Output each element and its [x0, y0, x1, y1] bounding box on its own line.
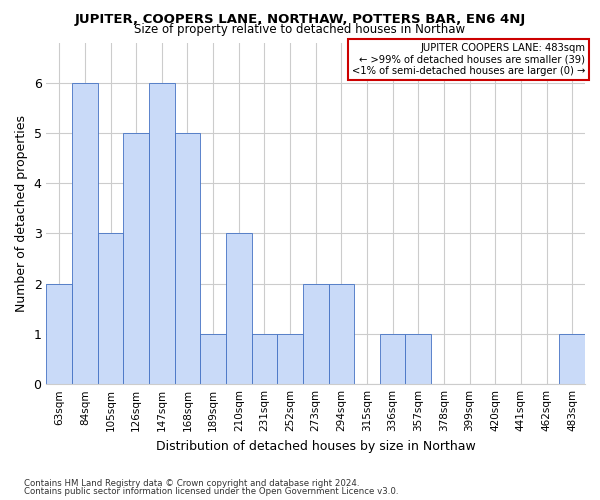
Bar [559, 334, 585, 384]
Y-axis label: Number of detached properties: Number of detached properties [15, 115, 28, 312]
Bar [175, 133, 200, 384]
Text: Size of property relative to detached houses in Northaw: Size of property relative to detached ho… [134, 22, 466, 36]
Bar [303, 284, 329, 384]
Bar [124, 133, 149, 384]
Bar [406, 334, 431, 384]
Bar [329, 284, 354, 384]
Text: Contains public sector information licensed under the Open Government Licence v3: Contains public sector information licen… [24, 487, 398, 496]
Bar [149, 82, 175, 384]
Bar [98, 234, 124, 384]
Text: JUPITER, COOPERS LANE, NORTHAW, POTTERS BAR, EN6 4NJ: JUPITER, COOPERS LANE, NORTHAW, POTTERS … [74, 12, 526, 26]
Bar [46, 284, 72, 384]
Bar [200, 334, 226, 384]
Bar [277, 334, 303, 384]
Text: JUPITER COOPERS LANE: 483sqm
← >99% of detached houses are smaller (39)
<1% of s: JUPITER COOPERS LANE: 483sqm ← >99% of d… [352, 42, 585, 76]
Bar [226, 234, 251, 384]
X-axis label: Distribution of detached houses by size in Northaw: Distribution of detached houses by size … [156, 440, 476, 452]
Bar [72, 82, 98, 384]
Bar [380, 334, 406, 384]
Text: Contains HM Land Registry data © Crown copyright and database right 2024.: Contains HM Land Registry data © Crown c… [24, 478, 359, 488]
Bar [251, 334, 277, 384]
